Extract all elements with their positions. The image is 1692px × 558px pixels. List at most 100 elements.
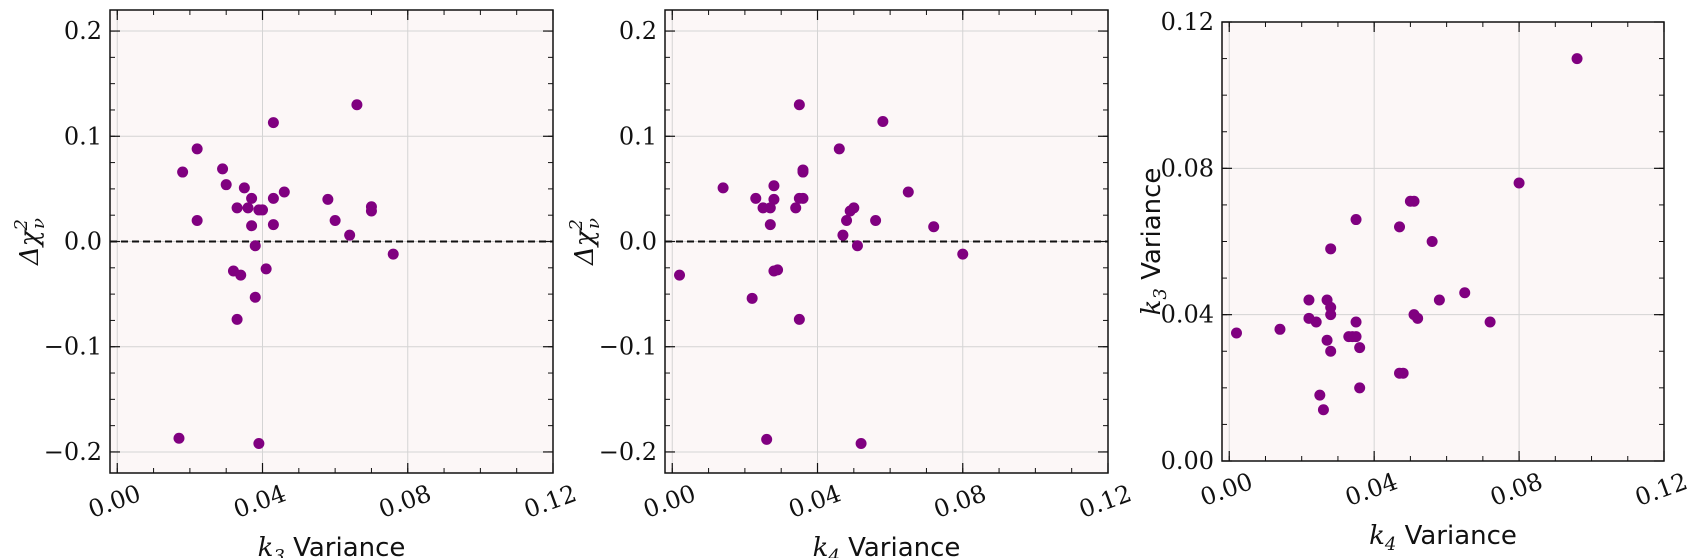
- y-tick-label: −0.1: [44, 333, 102, 361]
- x-tick-label: 0.04: [785, 479, 845, 524]
- data-point: [1310, 316, 1322, 328]
- data-point: [1325, 309, 1337, 321]
- data-point: [1350, 316, 1362, 328]
- data-point: [351, 99, 363, 111]
- x-tick-label: 0.04: [1342, 467, 1402, 512]
- y-tick-label: 0.2: [619, 17, 657, 45]
- data-point: [750, 192, 762, 204]
- data-point: [772, 264, 784, 276]
- data-point: [790, 202, 802, 214]
- data-point: [793, 313, 805, 325]
- data-point: [1513, 177, 1525, 189]
- data-point: [238, 182, 250, 194]
- x-tick-label: 0.08: [1486, 467, 1546, 512]
- data-point: [246, 192, 258, 204]
- data-point: [344, 229, 356, 241]
- data-point: [851, 240, 863, 252]
- y-tick-label: −0.2: [44, 438, 102, 466]
- data-point: [173, 432, 185, 444]
- y-tick-label: −0.1: [599, 333, 657, 361]
- y-tick-label: 0.1: [619, 122, 657, 150]
- data-point: [1325, 345, 1337, 357]
- data-point: [746, 292, 758, 304]
- y-tick-label: 0.08: [1161, 154, 1214, 182]
- y-tick-label: 0.00: [1161, 447, 1214, 475]
- data-point: [1354, 342, 1366, 354]
- data-point: [957, 248, 969, 260]
- chart-panel-k3-vs-delta-chi: 0.00 0.04 0.08 0.12 −0.2 −0.1 0.0 0.1 0.2 k3 Vari…: [11, 9, 580, 558]
- data-point: [761, 433, 773, 445]
- data-point: [717, 182, 729, 194]
- data-point: [1230, 327, 1242, 339]
- y-axis-label: Δχ2ν: [11, 218, 49, 266]
- data-point: [833, 143, 845, 155]
- data-point: [1394, 221, 1406, 233]
- data-point: [764, 219, 776, 231]
- data-point: [191, 143, 203, 155]
- data-point: [902, 186, 914, 198]
- data-point: [1484, 316, 1496, 328]
- x-tick-label: 0.04: [230, 479, 290, 524]
- y-axis-label: k3 Variance: [1137, 168, 1171, 316]
- x-axis-label: k4 Variance: [1369, 521, 1517, 555]
- data-point: [1314, 389, 1326, 401]
- data-point: [1426, 236, 1438, 247]
- data-point: [242, 202, 254, 214]
- data-point: [764, 202, 776, 214]
- data-point: [848, 202, 860, 214]
- data-point: [870, 214, 882, 226]
- data-point: [365, 205, 377, 217]
- data-point: [231, 313, 243, 325]
- data-point: [1354, 382, 1366, 394]
- data-point: [797, 164, 809, 176]
- data-point: [1350, 214, 1362, 226]
- data-point: [217, 163, 229, 175]
- y-axis-label: Δχ2ν: [566, 218, 604, 266]
- data-point: [177, 166, 189, 178]
- plot-background: [1222, 22, 1664, 461]
- data-point: [260, 263, 272, 275]
- x-tick-label: 0.00: [85, 479, 145, 524]
- x-axis-label: k4 Variance: [813, 533, 961, 558]
- data-point: [1397, 367, 1409, 379]
- data-point: [191, 214, 203, 226]
- data-point: [1274, 323, 1286, 335]
- data-point: [220, 179, 232, 191]
- data-point: [1412, 312, 1424, 324]
- x-tick-label: 0.00: [640, 479, 700, 524]
- data-point: [387, 248, 399, 260]
- data-point: [674, 269, 686, 281]
- data-point: [768, 193, 780, 205]
- data-point: [837, 229, 849, 241]
- data-point: [793, 99, 805, 111]
- data-point: [322, 193, 334, 205]
- plot-frame: [109, 9, 554, 474]
- y-tick-label: 0.0: [619, 228, 657, 256]
- data-point: [267, 192, 279, 204]
- plot-frame: [664, 9, 1109, 474]
- x-tick-label: 0.12: [1631, 467, 1691, 512]
- x-axis-label: k3 Variance: [258, 533, 406, 558]
- data-point: [249, 240, 261, 252]
- x-tick-label: 0.08: [930, 479, 990, 524]
- data-point: [1408, 195, 1420, 207]
- data-point: [1571, 53, 1583, 65]
- data-point: [257, 204, 269, 216]
- data-point: [329, 214, 341, 226]
- plot-frame: [1221, 21, 1665, 462]
- chart-panel-k4-vs-delta-chi: 0.00 0.04 0.08 0.12 −0.2 −0.1 0.0 0.1 0.2 k4 Vari…: [566, 9, 1135, 558]
- data-point: [1350, 331, 1362, 343]
- data-point: [928, 221, 940, 233]
- data-point: [877, 116, 889, 128]
- data-point: [1321, 334, 1333, 346]
- data-point: [1433, 294, 1445, 306]
- data-point: [231, 202, 243, 214]
- y-tick-label: 0.0: [64, 228, 102, 256]
- y-tick-label: 0.04: [1161, 301, 1214, 329]
- data-point: [797, 192, 809, 204]
- data-point: [1459, 287, 1471, 299]
- data-point: [855, 438, 867, 450]
- data-point: [253, 438, 265, 450]
